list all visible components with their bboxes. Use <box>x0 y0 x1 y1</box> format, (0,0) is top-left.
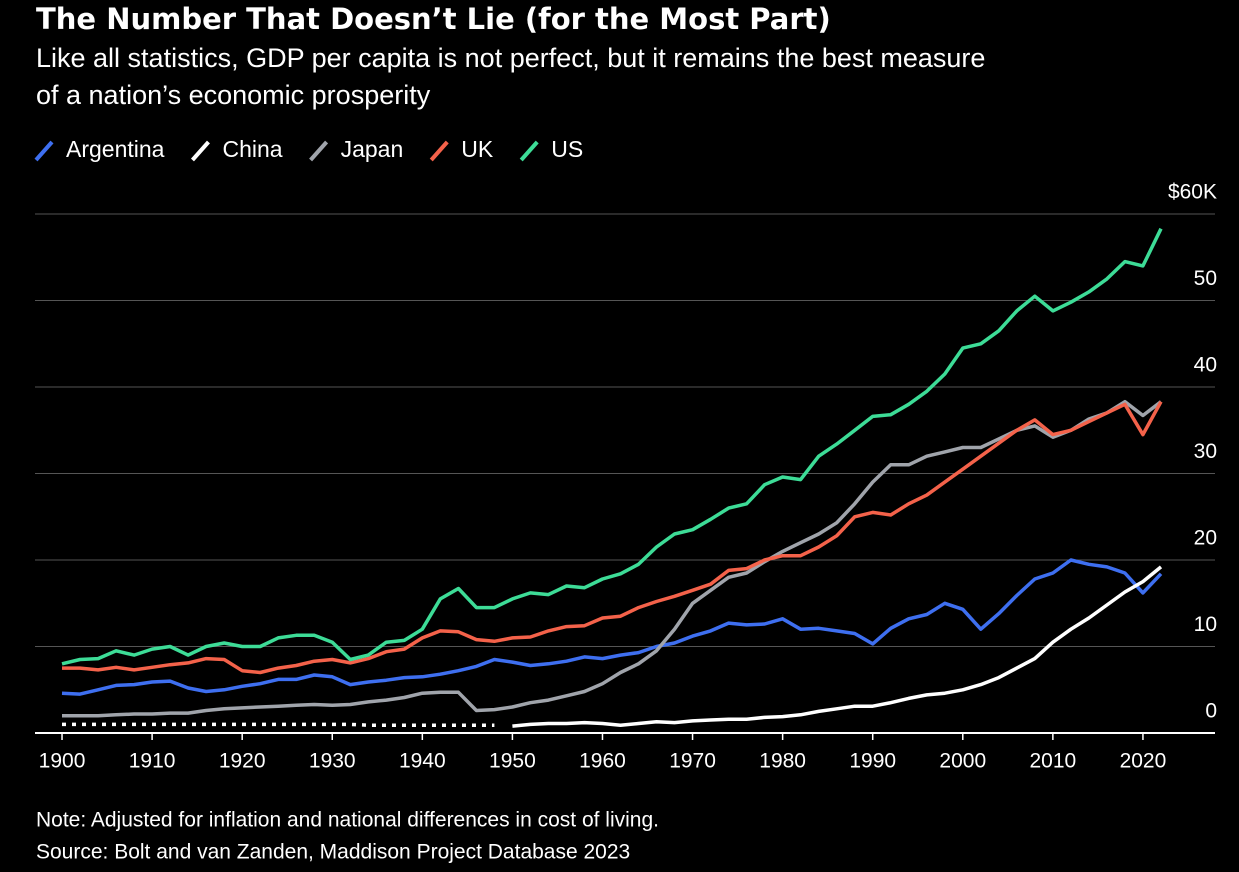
series-line <box>62 399 1163 718</box>
x-tick-label: 1970 <box>669 750 716 773</box>
x-tick-label: 1930 <box>309 750 356 773</box>
legend-label: US <box>551 136 583 162</box>
legend-label: Argentina <box>66 136 165 162</box>
x-tick-label: 1900 <box>39 750 86 773</box>
series-line <box>62 400 1163 675</box>
y-tick-label: 40 <box>1194 354 1217 377</box>
chart-subtitle: of a nation’s economic prosperity <box>36 80 431 110</box>
legend-label: Japan <box>341 136 404 162</box>
y-tick-label: 20 <box>1194 527 1217 550</box>
series-line <box>62 722 495 727</box>
y-tick-label: 0 <box>1205 700 1217 723</box>
x-tick-label: 1920 <box>219 750 266 773</box>
legend-swatch <box>34 140 54 162</box>
legend-swatch <box>519 140 539 162</box>
x-tick-label: 2020 <box>1120 750 1167 773</box>
legend-swatch <box>429 140 449 162</box>
x-tick-label: 1940 <box>399 750 446 773</box>
legend-label: UK <box>461 136 494 162</box>
source: Source: Bolt and van Zanden, Maddison Pr… <box>36 841 630 864</box>
x-tick-label: 1960 <box>579 750 626 773</box>
legend-swatch <box>190 140 210 162</box>
y-tick-label: 30 <box>1194 440 1217 463</box>
x-tick-label: 2000 <box>939 750 986 773</box>
x-tick-label: 2010 <box>1030 750 1077 773</box>
x-tick-label: 1950 <box>489 750 536 773</box>
series-line <box>61 558 1163 696</box>
legend-swatch <box>309 140 329 162</box>
note: Note: Adjusted for inflation and nationa… <box>36 809 659 832</box>
x-tick-label: 1980 <box>759 750 806 773</box>
y-tick-label: 50 <box>1194 267 1217 290</box>
x-tick-label: 1910 <box>129 750 176 773</box>
series-line <box>512 565 1163 728</box>
y-tick-label: $60K <box>1168 181 1217 204</box>
series-line <box>61 227 1163 666</box>
y-tick-label: 10 <box>1194 613 1217 636</box>
chart-title: The Number That Doesn’t Lie (for the Mos… <box>36 2 831 36</box>
legend-label: China <box>222 136 282 162</box>
chart-subtitle: Like all statistics, GDP per capita is n… <box>36 43 985 73</box>
x-tick-label: 1990 <box>849 750 896 773</box>
